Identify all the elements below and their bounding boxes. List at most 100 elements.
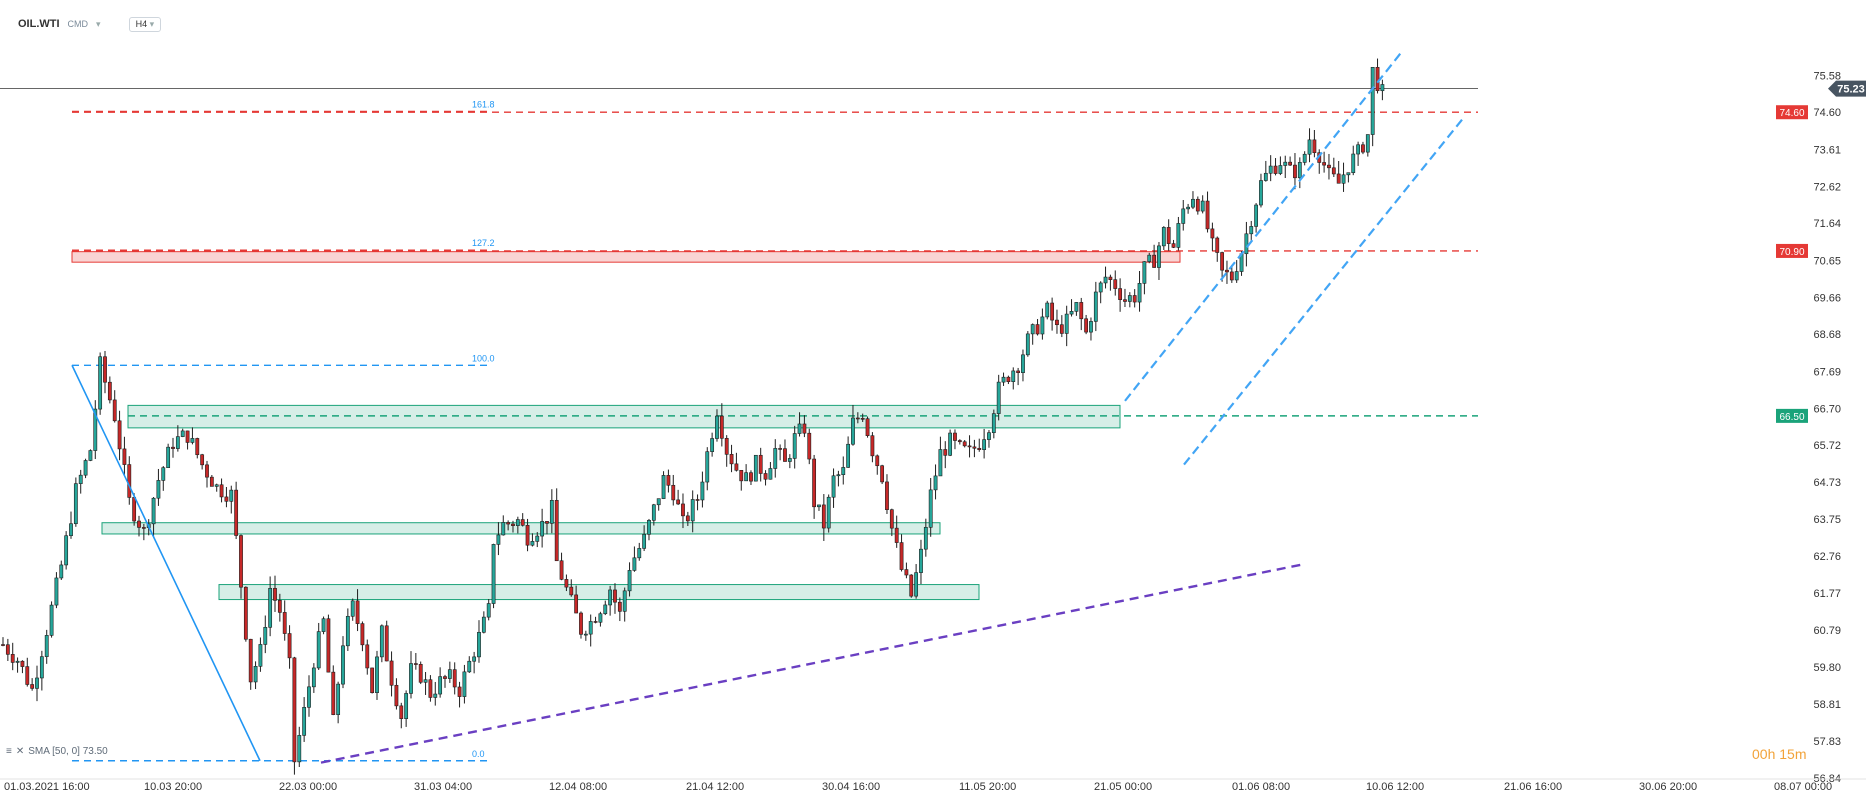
candle-body (409, 663, 413, 694)
candle-body (481, 616, 486, 633)
candle-body (214, 484, 219, 487)
candle-body (1147, 254, 1152, 262)
y-tick-label: 57.83 (1813, 736, 1841, 748)
timeframe-select[interactable]: H4 ▾ (128, 16, 162, 32)
candle-body (846, 443, 851, 468)
candle-body (418, 664, 423, 683)
candle-body (598, 613, 603, 623)
candle-body (734, 463, 739, 471)
candle-body (1312, 139, 1317, 154)
candle-body (1336, 173, 1341, 184)
candle-body (1210, 228, 1215, 239)
candle-body (379, 625, 384, 658)
candle-body (1040, 316, 1045, 335)
candle-body (297, 735, 302, 763)
candle-body (307, 686, 311, 708)
candle-body (161, 467, 166, 481)
candle-body (831, 475, 836, 498)
candle-body (472, 656, 477, 662)
candle-body (112, 399, 117, 422)
candle-body (1059, 324, 1064, 334)
indicator-legend: ≡ ✕ SMA [50, 0] 73.50 (6, 746, 108, 757)
candle-body (370, 667, 375, 694)
candle-body (962, 441, 967, 447)
candle-body (894, 527, 899, 543)
candle-body (797, 423, 802, 434)
candle-body (404, 693, 409, 719)
candle-body (292, 657, 297, 763)
candle-body (651, 504, 656, 521)
fib-label: 161.8 (472, 99, 495, 109)
candle-body (972, 446, 977, 449)
symbol-label[interactable]: OIL.WTI (18, 18, 60, 30)
candle-body (1186, 206, 1191, 210)
candle-body (69, 523, 73, 537)
chevron-down-icon[interactable]: ▾ (96, 18, 101, 29)
candle-body (1055, 319, 1059, 326)
candle-body (817, 504, 821, 508)
candle-body (350, 600, 355, 617)
candle-body (875, 455, 880, 467)
candle-body (229, 489, 234, 502)
candle-body (54, 577, 59, 606)
candle-body (1021, 354, 1025, 373)
y-tick-label: 65.72 (1813, 440, 1841, 452)
x-tick-label: 12.04 08:00 (549, 781, 607, 793)
candle-body (889, 509, 894, 529)
candle-body (778, 448, 783, 450)
candle-body (545, 521, 549, 524)
candle-body (637, 548, 642, 559)
candle-body (1074, 302, 1079, 312)
candle-body (1127, 295, 1132, 302)
candle-body (180, 430, 185, 437)
candle-body (617, 601, 622, 612)
candle-body (690, 499, 695, 522)
candle-body (666, 475, 671, 486)
candle-body (768, 468, 773, 480)
candle-body (773, 448, 778, 469)
candle-body (511, 523, 515, 526)
candle-body (273, 588, 277, 601)
candle-body (1069, 311, 1074, 315)
candle-body (627, 570, 632, 592)
candle-body (549, 500, 554, 524)
candle-body (268, 588, 273, 628)
candle-body (1293, 164, 1297, 179)
candle-body (137, 520, 141, 528)
candle-body (676, 499, 681, 505)
candle-body (642, 534, 647, 549)
candle-body (540, 521, 545, 537)
price-level-badge (1776, 243, 1808, 258)
candle-body (30, 684, 35, 689)
candle-body (1234, 271, 1239, 281)
candle-body (700, 481, 705, 501)
candle-body (258, 644, 263, 667)
candle-body (729, 454, 734, 465)
candle-timer: 00h 15m (1752, 746, 1807, 762)
candle-body (1244, 233, 1249, 255)
candle-body (1113, 279, 1118, 289)
candle-body (462, 671, 467, 697)
candle-body (243, 586, 248, 640)
candle-body (836, 474, 841, 477)
candle-body (792, 433, 797, 459)
menu-icon[interactable]: ≡ (6, 746, 12, 757)
close-icon[interactable]: ✕ (15, 746, 25, 757)
instrument-header: OIL.WTI CMD ▾ H4 ▾ (18, 14, 162, 34)
y-tick-label: 59.80 (1813, 662, 1841, 674)
candle-body (991, 413, 996, 433)
candle-body (117, 420, 122, 450)
x-tick-label: 10.06 12:00 (1366, 781, 1424, 793)
y-tick-label: 72.62 (1813, 181, 1841, 193)
candle-body (695, 499, 700, 501)
y-tick-label: 58.81 (1813, 699, 1841, 711)
candle-body (443, 676, 447, 679)
candle-body (763, 473, 768, 480)
y-tick-label: 62.76 (1813, 551, 1841, 563)
candle-body (719, 415, 724, 439)
candle-body (574, 594, 579, 614)
candle-body (787, 458, 792, 462)
candle-body (302, 707, 307, 736)
candle-body (5, 644, 10, 655)
